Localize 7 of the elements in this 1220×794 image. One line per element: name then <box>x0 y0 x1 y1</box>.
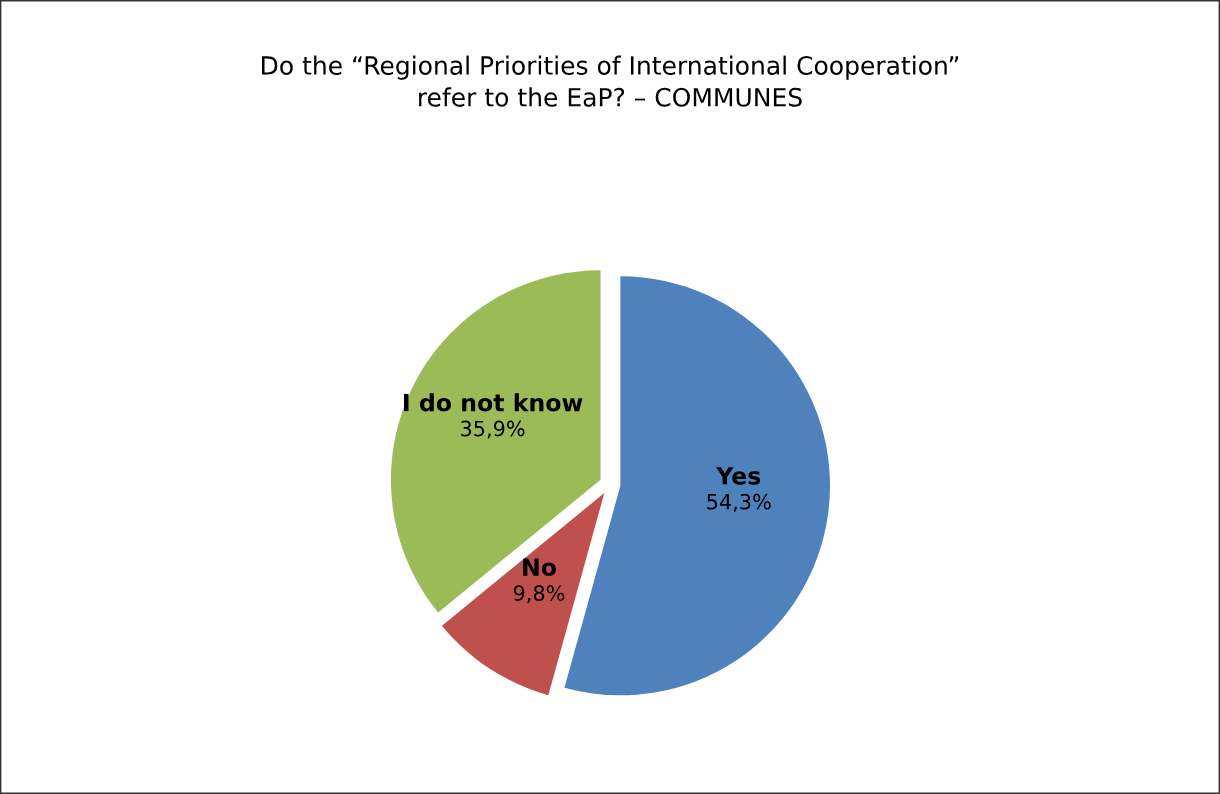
data-label: 54,3% <box>707 493 771 512</box>
data-label: 35,9% <box>461 420 525 439</box>
slice-label: I do not know <box>404 393 583 412</box>
chart-title: Do the “Regional Priorities of International Cooperation” refer to the EaP? – COMMUNES <box>262 55 959 107</box>
slice-label: Yes <box>716 467 761 485</box>
data-label: 9,8% <box>513 585 565 604</box>
slice-label: No <box>523 558 556 577</box>
